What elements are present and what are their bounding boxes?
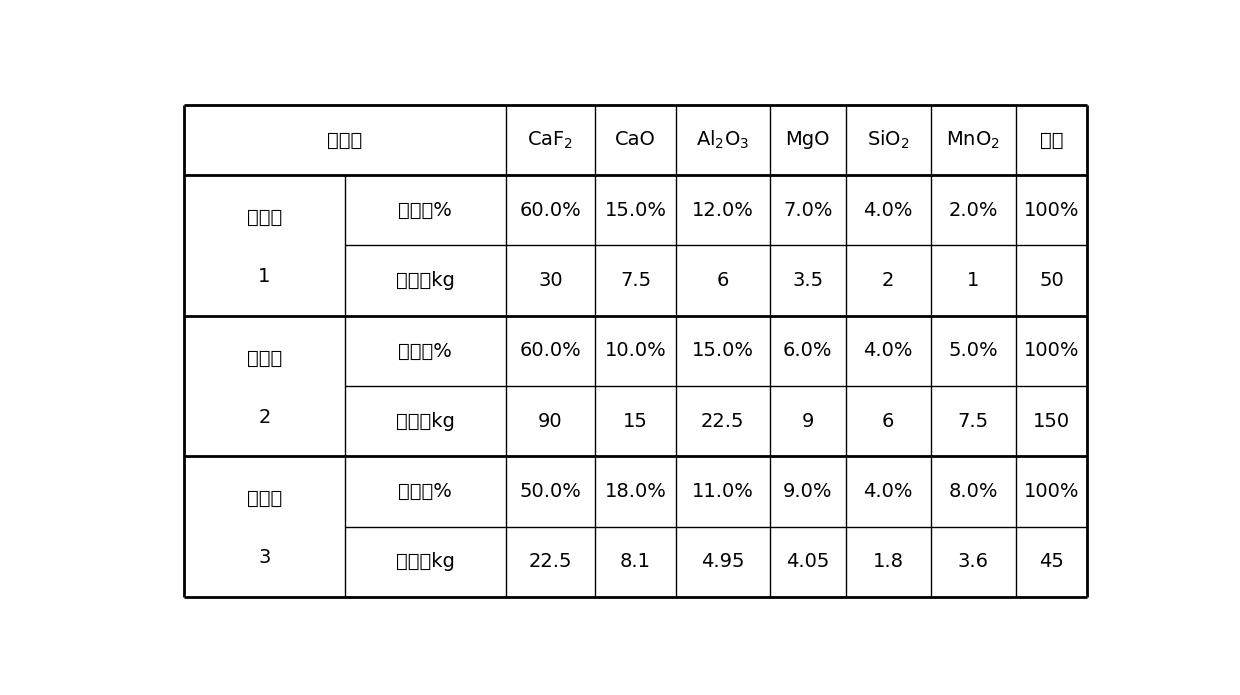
Text: 4.0%: 4.0%: [863, 482, 913, 501]
Text: 15.0%: 15.0%: [692, 341, 754, 361]
Text: Al$_2$O$_3$: Al$_2$O$_3$: [696, 129, 749, 151]
Text: 实施例: 实施例: [247, 348, 281, 368]
Text: CaF$_2$: CaF$_2$: [527, 129, 574, 151]
Text: 15.0%: 15.0%: [605, 201, 667, 220]
Text: 1: 1: [967, 271, 980, 290]
Text: 12.0%: 12.0%: [692, 201, 754, 220]
Text: 实施例: 实施例: [247, 489, 281, 508]
Text: 配重，kg: 配重，kg: [396, 412, 455, 431]
Text: 实施例: 实施例: [247, 208, 281, 227]
Text: 100%: 100%: [1024, 341, 1079, 361]
Text: 配重，kg: 配重，kg: [396, 553, 455, 571]
Text: 2.0%: 2.0%: [949, 201, 998, 220]
Text: 7.5: 7.5: [957, 412, 988, 431]
Text: 5.0%: 5.0%: [949, 341, 998, 361]
Text: 18.0%: 18.0%: [605, 482, 666, 501]
Text: 60.0%: 60.0%: [520, 341, 582, 361]
Text: SiO$_2$: SiO$_2$: [867, 129, 909, 151]
Text: 60.0%: 60.0%: [520, 201, 582, 220]
Text: 配比，%: 配比，%: [398, 341, 453, 361]
Text: 15: 15: [622, 412, 649, 431]
Text: 6: 6: [882, 412, 894, 431]
Text: 7.0%: 7.0%: [782, 201, 832, 220]
Text: 1: 1: [258, 267, 270, 286]
Text: CaO: CaO: [615, 131, 656, 149]
Text: MnO$_2$: MnO$_2$: [946, 129, 1001, 151]
Text: 9: 9: [801, 412, 813, 431]
Text: 8.0%: 8.0%: [949, 482, 998, 501]
Text: 22.5: 22.5: [528, 553, 573, 571]
Text: 实施例: 实施例: [327, 131, 362, 149]
Text: 合计: 合计: [1039, 131, 1063, 149]
Text: 4.0%: 4.0%: [863, 341, 913, 361]
Text: 11.0%: 11.0%: [692, 482, 754, 501]
Text: 4.95: 4.95: [701, 553, 744, 571]
Text: 10.0%: 10.0%: [605, 341, 666, 361]
Text: 8.1: 8.1: [620, 553, 651, 571]
Text: 100%: 100%: [1024, 482, 1079, 501]
Text: MgO: MgO: [785, 131, 830, 149]
Text: 50.0%: 50.0%: [520, 482, 582, 501]
Text: 配重，kg: 配重，kg: [396, 271, 455, 290]
Text: 9.0%: 9.0%: [782, 482, 832, 501]
Text: 7.5: 7.5: [620, 271, 651, 290]
Text: 6: 6: [717, 271, 729, 290]
Text: 90: 90: [538, 412, 563, 431]
Text: 150: 150: [1033, 412, 1070, 431]
Text: 30: 30: [538, 271, 563, 290]
Text: 45: 45: [1039, 553, 1064, 571]
Text: 22.5: 22.5: [701, 412, 744, 431]
Text: 4.05: 4.05: [786, 553, 830, 571]
Text: 6.0%: 6.0%: [782, 341, 832, 361]
Text: 50: 50: [1039, 271, 1064, 290]
Text: 3.6: 3.6: [957, 553, 988, 571]
Text: 配比，%: 配比，%: [398, 482, 453, 501]
Text: 2: 2: [258, 407, 270, 427]
Text: 100%: 100%: [1024, 201, 1079, 220]
Text: 4.0%: 4.0%: [863, 201, 913, 220]
Text: 3: 3: [258, 548, 270, 567]
Text: 配比，%: 配比，%: [398, 201, 453, 220]
Text: 1.8: 1.8: [873, 553, 904, 571]
Text: 2: 2: [882, 271, 894, 290]
Text: 3.5: 3.5: [792, 271, 823, 290]
